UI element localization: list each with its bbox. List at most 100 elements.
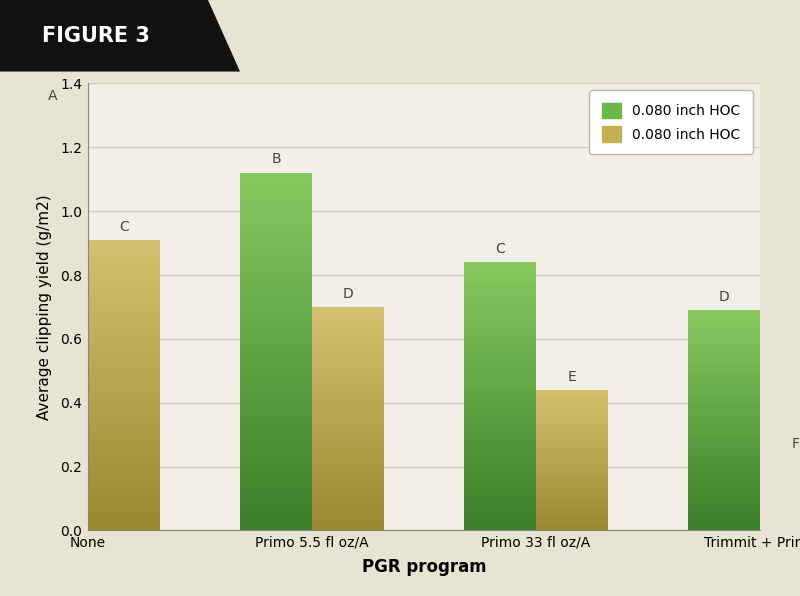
- Bar: [464, 464, 536, 466]
- Bar: [312, 401, 384, 403]
- Bar: [536, 418, 608, 420]
- Bar: [536, 486, 608, 487]
- Bar: [240, 191, 312, 194]
- Bar: [16, 156, 88, 160]
- Bar: [688, 352, 760, 354]
- Bar: [536, 482, 608, 483]
- Bar: [88, 527, 160, 530]
- Bar: [88, 408, 160, 411]
- Bar: [16, 429, 88, 433]
- Bar: [16, 522, 88, 526]
- Bar: [536, 515, 608, 516]
- Bar: [240, 480, 312, 484]
- Bar: [312, 526, 384, 528]
- Bar: [240, 516, 312, 520]
- Bar: [16, 160, 88, 164]
- Bar: [688, 471, 760, 473]
- Bar: [88, 254, 160, 257]
- Bar: [16, 404, 88, 408]
- Bar: [88, 464, 160, 467]
- Bar: [464, 525, 536, 528]
- Bar: [688, 445, 760, 447]
- Bar: [464, 294, 536, 297]
- Bar: [240, 527, 312, 530]
- Bar: [88, 496, 160, 498]
- Bar: [16, 319, 88, 324]
- Bar: [536, 408, 608, 409]
- Bar: [688, 334, 760, 337]
- Bar: [312, 356, 384, 358]
- Bar: [464, 490, 536, 493]
- Bar: [240, 337, 312, 341]
- Bar: [240, 377, 312, 380]
- Bar: [464, 311, 536, 313]
- Bar: [536, 453, 608, 455]
- Bar: [16, 467, 88, 471]
- Bar: [312, 479, 384, 482]
- Bar: [536, 511, 608, 512]
- Bar: [88, 281, 160, 284]
- Bar: [16, 337, 88, 341]
- Bar: [240, 226, 312, 230]
- Bar: [312, 347, 384, 349]
- Bar: [688, 312, 760, 315]
- Bar: [312, 327, 384, 330]
- Bar: [16, 193, 88, 197]
- Bar: [760, 527, 800, 528]
- Bar: [312, 352, 384, 354]
- Bar: [312, 461, 384, 464]
- Bar: [240, 280, 312, 284]
- Bar: [688, 517, 760, 520]
- Bar: [88, 443, 160, 446]
- Bar: [464, 432, 536, 434]
- Bar: [88, 513, 160, 516]
- Bar: [688, 482, 760, 484]
- Bar: [760, 505, 800, 506]
- Bar: [88, 269, 160, 272]
- Bar: [760, 490, 800, 491]
- Bar: [16, 518, 88, 522]
- Bar: [464, 364, 536, 367]
- Bar: [16, 286, 88, 290]
- Bar: [464, 496, 536, 498]
- Bar: [16, 459, 88, 463]
- Bar: [464, 453, 536, 455]
- Bar: [312, 358, 384, 361]
- Bar: [312, 423, 384, 426]
- Bar: [88, 382, 160, 385]
- Bar: [688, 476, 760, 477]
- Bar: [464, 350, 536, 353]
- Bar: [464, 321, 536, 324]
- Bar: [464, 262, 536, 265]
- Bar: [536, 460, 608, 461]
- Bar: [16, 130, 88, 134]
- Bar: [464, 383, 536, 386]
- Bar: [240, 505, 312, 509]
- Bar: [312, 508, 384, 510]
- Bar: [464, 335, 536, 337]
- Bar: [240, 398, 312, 402]
- Bar: [16, 147, 88, 151]
- Bar: [88, 446, 160, 449]
- Bar: [88, 519, 160, 522]
- Bar: [240, 255, 312, 259]
- Bar: [760, 512, 800, 513]
- Bar: [464, 353, 536, 356]
- Bar: [88, 380, 160, 382]
- Bar: [536, 487, 608, 488]
- Bar: [88, 318, 160, 321]
- Bar: [536, 420, 608, 421]
- Bar: [240, 302, 312, 305]
- Bar: [464, 455, 536, 458]
- Bar: [760, 487, 800, 488]
- Bar: [88, 324, 160, 327]
- Bar: [88, 295, 160, 298]
- Bar: [16, 514, 88, 518]
- Bar: [760, 524, 800, 525]
- Bar: [464, 367, 536, 370]
- Bar: [88, 252, 160, 254]
- Bar: [240, 473, 312, 477]
- Bar: [536, 439, 608, 440]
- Bar: [16, 172, 88, 176]
- Bar: [464, 361, 536, 364]
